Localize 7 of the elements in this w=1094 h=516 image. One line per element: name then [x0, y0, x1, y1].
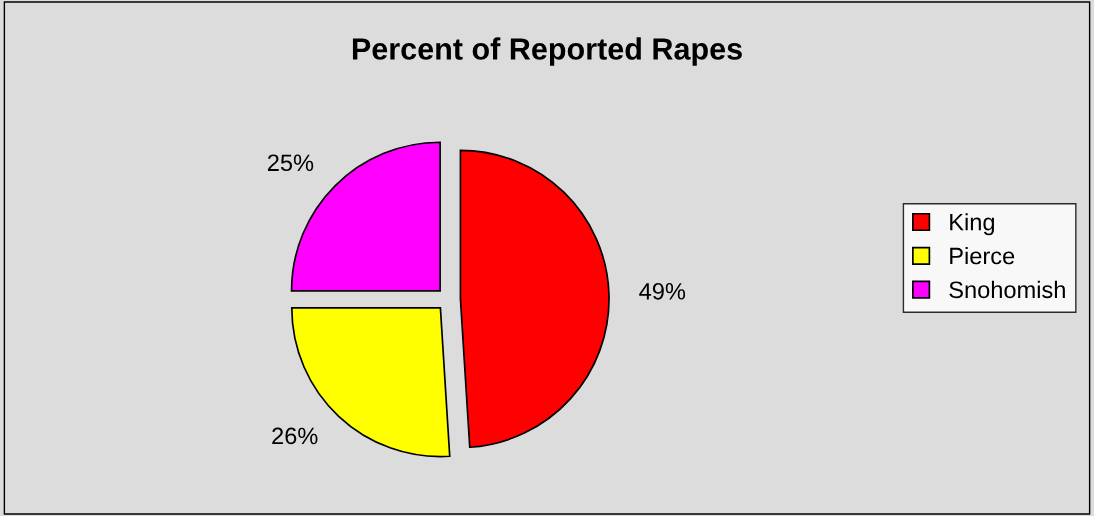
- legend-label: King: [950, 213, 995, 236]
- legend-label: Snohomish: [949, 280, 1065, 299]
- chart-title: Percent of Reported Rapes: [352, 37, 742, 66]
- legend-label: Pierce: [950, 247, 1015, 265]
- data-label: 49%: [639, 282, 686, 300]
- data-label: 26%: [272, 427, 318, 445]
- data-label: 25%: [267, 154, 314, 172]
